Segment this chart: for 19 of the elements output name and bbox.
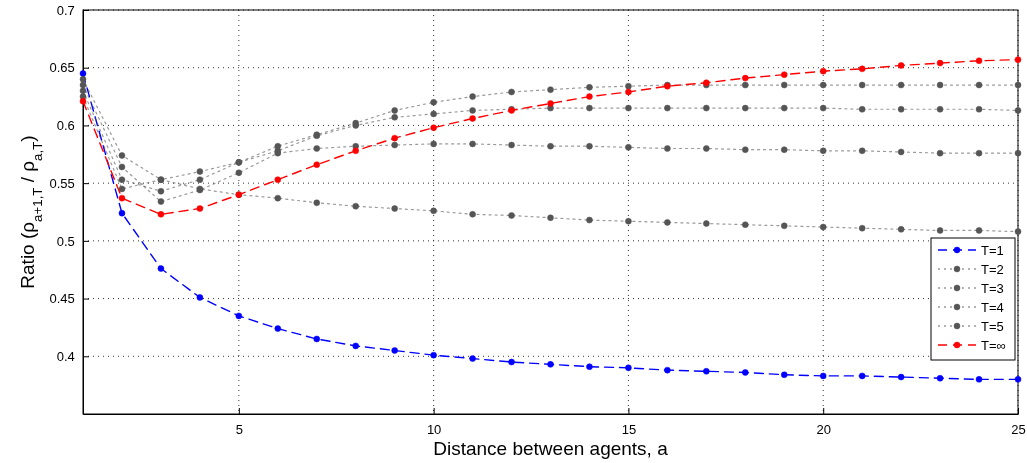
legend-label: T=2 — [981, 261, 1004, 277]
legend-label: T=∞ — [981, 337, 1006, 353]
y-tick-label: 0.4 — [56, 348, 75, 364]
x-tick-label: 5 — [235, 421, 243, 437]
legend-label: T=3 — [981, 280, 1004, 296]
x-axis-title: Distance between agents, a — [433, 438, 669, 459]
x-tick-label: 10 — [426, 421, 442, 437]
legend-label: T=1 — [981, 242, 1004, 258]
y-tick-label: 0.45 — [49, 291, 75, 307]
y-tick-label: 0.65 — [49, 60, 75, 76]
y-tick-label: 0.55 — [49, 175, 75, 191]
y-tick-label: 0.5 — [56, 233, 75, 249]
legend-label: T=4 — [981, 299, 1004, 315]
legend-label: T=5 — [981, 318, 1004, 334]
x-tick-label: 25 — [1011, 421, 1026, 437]
x-tick-label: 15 — [621, 421, 637, 437]
y-tick-label: 0.6 — [56, 118, 75, 134]
y-tick-label: 0.7 — [56, 2, 75, 18]
x-tick-label: 20 — [816, 421, 831, 437]
